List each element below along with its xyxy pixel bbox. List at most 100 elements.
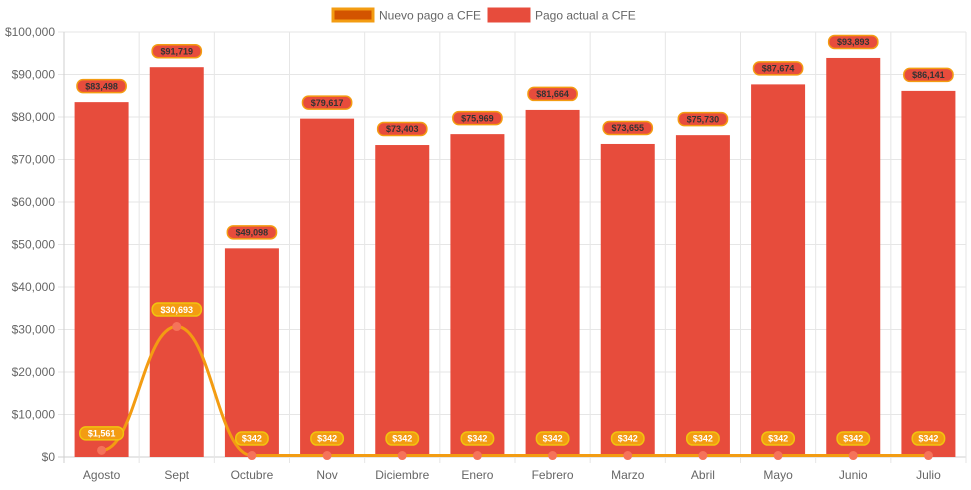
line-point-junio: [848, 451, 858, 461]
data-label-text: $83,498: [85, 81, 118, 91]
x-tick-label: Julio: [916, 468, 941, 482]
bar-labels-layer: $83,498 $91,719 $49,098 $79,617 $73,403 $75,9…: [76, 34, 954, 240]
data-label-text: $30,693: [160, 305, 193, 315]
x-tick-label: Mayo: [763, 468, 793, 482]
data-label-text: $342: [918, 434, 938, 444]
y-tick-label: $0: [42, 450, 56, 464]
y-tick-label: $30,000: [12, 323, 56, 337]
data-label-background: [610, 431, 645, 446]
data-label-text: $342: [467, 434, 487, 444]
data-label-text: $81,664: [536, 89, 569, 99]
line-point-nov: [322, 451, 332, 461]
bar-value-label: $79,617: [301, 95, 353, 110]
bar-value-label: $81,664: [527, 86, 578, 102]
x-tick-label: Marzo: [611, 468, 645, 482]
data-label-text: $73,403: [386, 124, 419, 134]
bar-value-label: $87,674: [752, 61, 804, 76]
data-label-text: $91,719: [160, 46, 193, 56]
data-label-text: $342: [843, 434, 863, 444]
x-tick-label: Octubre: [231, 468, 274, 482]
bar-enero: [450, 134, 505, 457]
bar-mayo: [751, 84, 806, 457]
data-label-background: [827, 34, 879, 50]
bar-diciembre: [375, 145, 430, 458]
data-label-text: $342: [242, 434, 262, 444]
bar-value-label: $49,098: [226, 225, 278, 240]
line-value-label: $30,693: [151, 302, 203, 317]
data-label-background: [310, 431, 345, 446]
line-value-label: $342: [836, 431, 871, 446]
bar-value-label: $75,730: [677, 111, 729, 127]
bar-febrero: [525, 109, 580, 457]
data-label-background: [226, 225, 278, 240]
data-label-text: $342: [392, 434, 412, 444]
data-label-background: [677, 111, 729, 127]
x-tick-label: Junio: [839, 468, 868, 482]
data-label-background: [602, 120, 654, 136]
y-tick-label: $10,000: [12, 408, 56, 422]
bars-layer: [74, 57, 956, 458]
data-label-text: $86,141: [912, 70, 945, 80]
bar-abril: [675, 135, 730, 457]
bar-nov: [300, 118, 355, 457]
data-label-background: [301, 95, 353, 110]
data-label-background: [151, 302, 203, 317]
data-label-background: [234, 431, 269, 446]
legend-label: Pago actual a CFE: [535, 9, 636, 23]
data-label-background: [836, 431, 871, 446]
line-value-label: $342: [310, 431, 345, 446]
line-point-abril: [698, 451, 708, 461]
line-point-diciembre: [397, 451, 407, 461]
data-label-text: $73,655: [611, 123, 644, 133]
y-tick-label: $80,000: [12, 110, 56, 124]
data-label-text: $342: [317, 434, 337, 444]
bar-value-label: $83,498: [76, 78, 127, 94]
bar-sept: [149, 67, 204, 458]
data-label-background: [460, 431, 495, 446]
data-label-background: [452, 110, 503, 126]
bar-agosto: [74, 102, 129, 458]
data-label-background: [761, 431, 796, 446]
legend-item-nuevo-pago: Nuevo pago a CFE: [331, 7, 481, 23]
line-value-label: $1,561: [79, 426, 125, 441]
data-label-background: [76, 78, 127, 94]
data-label-text: $75,730: [687, 114, 720, 124]
x-tick-label: Enero: [461, 468, 493, 482]
legend-label: Nuevo pago a CFE: [379, 9, 481, 23]
line-value-label: $342: [460, 431, 495, 446]
data-label-text: $342: [768, 434, 788, 444]
y-tick-label: $60,000: [12, 195, 56, 209]
y-tick-label: $100,000: [5, 25, 55, 39]
data-label-background: [151, 43, 203, 59]
data-label-text: $93,893: [837, 37, 870, 47]
data-label-background: [79, 426, 125, 441]
data-label-background: [527, 86, 578, 102]
bar-value-label: $73,403: [376, 121, 428, 137]
data-label-text: $75,969: [461, 113, 494, 123]
line-point-enero: [472, 451, 482, 461]
legend-swatch: [331, 7, 375, 23]
data-label-background: [911, 431, 946, 446]
line-value-label: $342: [610, 431, 645, 446]
line-point-octubre: [247, 451, 257, 461]
x-axis: Agosto Sept Octubre Nov Diciembre Enero Febrer…: [83, 468, 941, 482]
data-label-text: $342: [543, 434, 563, 444]
line-point-mayo: [773, 451, 783, 461]
y-tick-label: $40,000: [12, 280, 56, 294]
x-tick-label: Sept: [164, 468, 189, 482]
x-tick-label: Agosto: [83, 468, 121, 482]
line-point-julio: [923, 451, 933, 461]
line-value-label: $342: [911, 431, 946, 446]
data-label-text: $79,617: [311, 98, 344, 108]
data-label-text: $87,674: [762, 64, 795, 74]
data-label-background: [376, 121, 428, 137]
bar-value-label: $73,655: [602, 120, 654, 136]
legend-item-pago-actual: Pago actual a CFE: [487, 7, 636, 23]
bar-value-label: $91,719: [151, 43, 203, 59]
data-label-text: $342: [693, 434, 713, 444]
bar-value-label: $86,141: [903, 67, 954, 83]
y-tick-label: $50,000: [12, 238, 56, 252]
line-value-label: $342: [761, 431, 796, 446]
y-tick-label: $90,000: [12, 68, 56, 82]
